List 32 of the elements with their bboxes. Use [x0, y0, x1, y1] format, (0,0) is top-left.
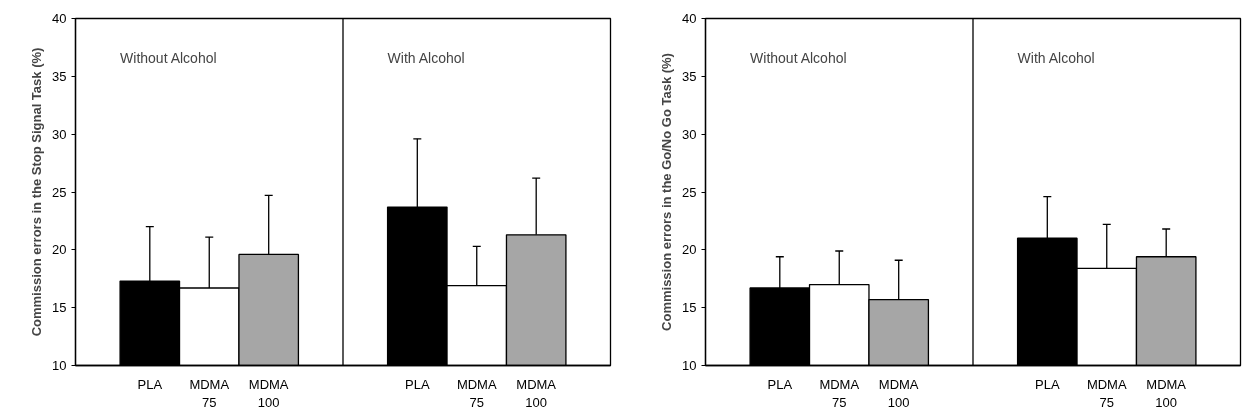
annotation: With Alcohol — [1017, 50, 1095, 67]
x-tick-label: MDMA 100 — [248, 376, 289, 410]
annotation: With Alcohol — [387, 50, 465, 67]
y-tick-label: 40 — [682, 11, 697, 26]
x-tick-label: PLA — [405, 376, 430, 392]
annotation: Without Alcohol — [750, 50, 847, 67]
y-tick-label: 15 — [682, 300, 697, 316]
y-axis-title: Commission errors in the Stop Signal Task (%) — [29, 47, 45, 337]
y-tick-label: 15 — [52, 300, 67, 316]
y-tick-label: 25 — [52, 184, 67, 200]
y-tick-label: 20 — [52, 242, 67, 258]
x-tick-label: MDMA 100 — [516, 376, 557, 410]
x-tick-label: MDMA 75 — [1086, 376, 1127, 410]
annotation: Without Alcohol — [120, 50, 217, 67]
y-tick-label: 30 — [52, 126, 67, 142]
y-tick-label: 25 — [682, 184, 697, 200]
y-tick-label: 10 — [52, 358, 67, 373]
y-tick-label: 35 — [682, 68, 697, 84]
y-tick-label: 35 — [52, 68, 67, 84]
y-tick-label: 20 — [682, 242, 697, 258]
x-tick-label: MDMA 100 — [878, 376, 919, 410]
x-tick-label: PLA — [767, 376, 793, 392]
x-tick-label: MDMA 100 — [1146, 376, 1187, 410]
y-tick-label: 30 — [682, 126, 697, 142]
x-tick-label: PLA — [137, 376, 163, 392]
x-tick-label: MDMA 75 — [189, 376, 230, 410]
x-tick-label: MDMA 75 — [456, 376, 497, 410]
y-tick-label: 10 — [682, 358, 697, 373]
y-tick-label: 40 — [52, 11, 67, 26]
y-axis-title: Commission errors in the Go/No Go Task (%) — [659, 53, 675, 331]
x-tick-label: MDMA 75 — [819, 376, 860, 410]
x-tick-label: PLA — [1035, 376, 1060, 392]
